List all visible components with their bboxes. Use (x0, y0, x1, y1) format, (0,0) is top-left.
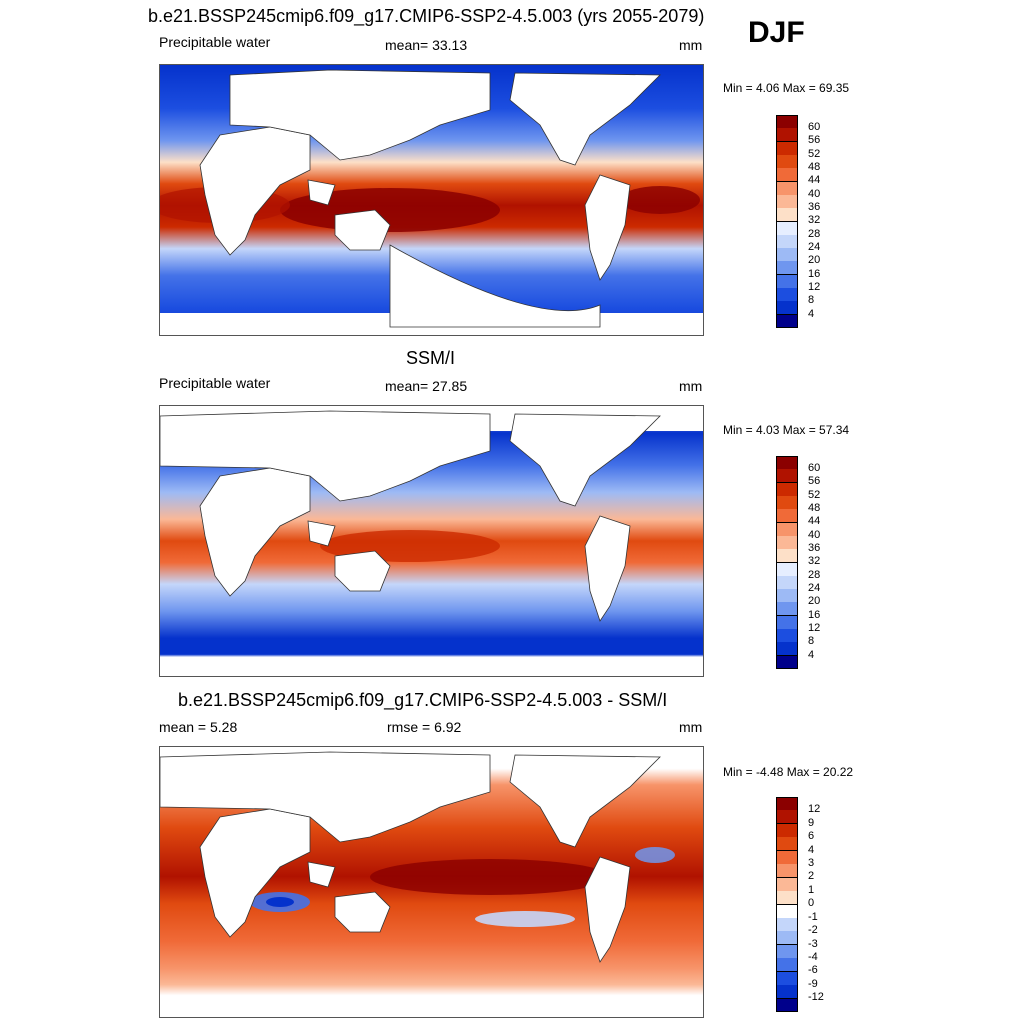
panel1-cbar-label: 20 (808, 254, 821, 266)
panel1-title: b.e21.BSSP245cmip6.f09_g17.CMIP6-SSP2-4.… (148, 6, 705, 26)
panel1-mean-label: mean= 33.13 (385, 37, 468, 53)
panel3-cbar-label: -12 (808, 991, 824, 1003)
panel2-cbar-label: 56 (808, 475, 821, 487)
panel2-title: SSM/I (406, 348, 456, 368)
panel1-cbar-label: 16 (808, 268, 821, 280)
panel3-map (159, 746, 704, 1018)
panel1-cbar-label: 44 (808, 174, 821, 186)
panel1-cbar-label: 28 (808, 228, 821, 240)
panel3-cbar-label: -1 (808, 911, 818, 923)
panel2-variable-label: Precipitable water (159, 375, 271, 391)
panel1-cbar-label: 4 (808, 308, 815, 320)
panel3-cbar-label: 0 (808, 897, 815, 909)
panel3-cbar-label: -3 (808, 938, 818, 950)
panel3-minmax-label: Min = -4.48 Max = 20.22 (723, 765, 854, 779)
panel3-cbar-label: 3 (808, 857, 815, 869)
panel1-cbar-label: 52 (808, 148, 821, 160)
panel2-cbar-label: 60 (808, 462, 821, 474)
panel3-colorbar: 12 9 6 4 3 2 1 0 -1 -2 -3 -4 -6 -9 -12 (776, 797, 824, 1012)
panel1-cbar-label: 8 (808, 294, 815, 306)
panel3-cbar-label: 9 (808, 817, 815, 829)
panel2-cbar-label: 4 (808, 649, 815, 661)
panel1-colorbar: 60 56 52 48 44 40 36 32 28 24 20 16 12 8… (776, 115, 820, 328)
panel3-cbar-label: 2 (808, 870, 815, 882)
panel2-cbar-label: 28 (808, 569, 821, 581)
panel2-map (159, 405, 704, 677)
panel2-cbar-label: 48 (808, 502, 821, 514)
panel1-minmax-label: Min = 4.06 Max = 69.35 (723, 81, 850, 95)
season-label: DJF (748, 16, 805, 49)
panel1-cbar-label: 24 (808, 241, 821, 253)
panel3-cbar-label: -6 (808, 964, 818, 976)
panel1-cbar-label: 56 (808, 134, 821, 146)
panel1-units-label: mm (679, 37, 703, 53)
panel3-cbar-label: -2 (808, 924, 818, 936)
panel2-units-label: mm (679, 378, 703, 394)
panel1-cbar-label: 60 (808, 121, 821, 133)
panel3-cbar-label: 4 (808, 844, 815, 856)
panel3-cbar-label: 1 (808, 884, 815, 896)
panel3-coastlines (160, 751, 661, 963)
panel2-colorbar: 60 56 52 48 44 40 36 32 28 24 20 16 12 8… (776, 456, 820, 669)
panel2-cbar-label: 12 (808, 622, 821, 634)
panel2-cbar-label: 8 (808, 635, 815, 647)
panel3-cbar-label: -9 (808, 978, 818, 990)
panel2-cbar-label: 44 (808, 515, 821, 527)
panel2-cbar-label: 40 (808, 529, 821, 541)
panel3-cbar-label: -4 (808, 951, 818, 963)
panel3-rmse-label: rmse = 6.92 (387, 719, 462, 735)
panel1-cbar-label: 12 (808, 281, 821, 293)
panel2-cbar-label: 20 (808, 595, 821, 607)
panel3-cbar-label: 12 (808, 803, 821, 815)
panel1-cbar-label: 48 (808, 161, 821, 173)
panel2-cbar-label: 36 (808, 542, 821, 554)
panel1-variable-label: Precipitable water (159, 34, 271, 50)
panel2-cbar-label: 52 (808, 489, 821, 501)
panel1-cbar-label: 40 (808, 188, 821, 200)
panel3-mean-label: mean = 5.28 (159, 719, 238, 735)
panel2-cbar-label: 16 (808, 609, 821, 621)
panel1-cbar-label: 32 (808, 214, 821, 226)
panel2-cbar-label: 24 (808, 582, 821, 594)
panel1-coastlines (199, 69, 661, 328)
panel2-mean-label: mean= 27.85 (385, 378, 468, 394)
panel1-map (159, 64, 704, 336)
panel1-cbar-label: 36 (808, 201, 821, 213)
panel2-cbar-label: 32 (808, 555, 821, 567)
panel3-units-label: mm (679, 719, 703, 735)
panel2-minmax-label: Min = 4.03 Max = 57.34 (723, 423, 850, 437)
panel3-cbar-label: 6 (808, 830, 815, 842)
panel2-coastlines (160, 406, 703, 622)
panel3-title: b.e21.BSSP245cmip6.f09_g17.CMIP6-SSP2-4.… (178, 690, 668, 710)
